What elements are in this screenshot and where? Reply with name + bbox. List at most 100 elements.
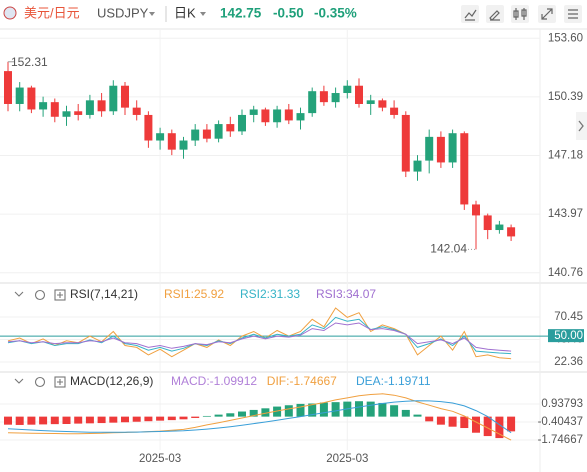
macd-bar [179, 416, 188, 420]
candle-body [331, 93, 340, 103]
candle-body [62, 111, 71, 117]
candle-body [132, 107, 141, 115]
candle-body [319, 91, 328, 103]
macd-bar [331, 402, 340, 417]
macd-bar [15, 416, 24, 425]
macd-bar [4, 416, 12, 425]
candle-body [39, 102, 48, 110]
y-tick-label: -0.40437 [538, 416, 583, 428]
macd-bar [74, 416, 83, 424]
rsi-line [7, 316, 512, 355]
macd-bar [50, 416, 59, 425]
candle-body [144, 114, 153, 141]
legend-entry: RSI1:25.92 [164, 287, 224, 301]
candle-body [460, 133, 469, 205]
macd-bar [507, 416, 516, 432]
price: 142.75 [220, 6, 262, 21]
macd-bar [214, 414, 223, 417]
settings-icon[interactable] [34, 376, 46, 388]
legend-entry: MACD:-1.09912 [171, 374, 257, 388]
candle-body [238, 114, 246, 132]
macd-bar [390, 405, 399, 417]
flag-icon [3, 6, 17, 20]
indicator-title: MACD(12,26,9) [70, 374, 153, 388]
candle-body [378, 100, 387, 108]
macd-bar [436, 416, 445, 425]
macd-bar [273, 406, 282, 417]
candle-body [156, 133, 165, 141]
macd-bar [202, 415, 211, 417]
candle-body [355, 85, 363, 104]
macd-bar [121, 416, 129, 423]
rsi-line [7, 322, 512, 352]
macd-bar [425, 416, 434, 422]
candle-body [507, 227, 516, 237]
symbol-name[interactable]: 美元/日元 [24, 5, 80, 20]
toolbar [461, 5, 582, 23]
candle-body [483, 215, 492, 231]
candle-body [436, 136, 445, 163]
y-tick-label: 22.36 [554, 356, 583, 368]
side-handle[interactable] [576, 112, 587, 140]
y-tick-label: 147.18 [548, 150, 583, 162]
candle-body [27, 87, 36, 110]
macd-line [7, 400, 512, 434]
candle-body [214, 124, 223, 139]
macd-bar [296, 403, 305, 417]
macd-bar [284, 405, 293, 417]
macd-bar [483, 416, 492, 437]
reference-label-box [548, 329, 584, 343]
candle-body [390, 107, 399, 115]
macd-bar [167, 416, 176, 421]
macd-bar [401, 409, 410, 417]
x-tick-label: 2025-03 [139, 453, 181, 465]
y-tick-label: 150.39 [548, 91, 583, 103]
candle-body [261, 109, 270, 123]
macd-bar [495, 416, 504, 439]
period[interactable]: 日K [174, 5, 196, 20]
symbol-code[interactable]: USDJPY [97, 5, 149, 20]
macd-bar [144, 416, 153, 422]
candle-body [366, 100, 375, 104]
y-tick-label: 140.76 [548, 267, 583, 279]
candle-body [85, 100, 94, 115]
macd-line [7, 393, 512, 441]
add-icon[interactable] [54, 376, 66, 388]
y-tick-label: 70.45 [554, 311, 583, 323]
y-tick-label: 0.93793 [541, 398, 583, 410]
side-arrow [578, 120, 584, 132]
macd-bar [191, 416, 200, 418]
macd-bar [378, 402, 387, 417]
candle-body [179, 140, 188, 150]
macd-bar [97, 416, 106, 424]
macd-bar [308, 403, 317, 417]
macd-bar [62, 416, 71, 425]
macd-bar [261, 408, 270, 417]
candle-body [273, 109, 282, 123]
macd-bar [249, 409, 258, 417]
candle-body [202, 129, 211, 139]
candle-body [249, 109, 258, 115]
candle-body [343, 85, 352, 94]
collapse-icon[interactable] [14, 378, 24, 384]
candle-body [15, 87, 24, 104]
add-icon[interactable] [54, 289, 66, 301]
candle-body [448, 133, 457, 163]
macd-bar [355, 401, 363, 417]
panel-icons [14, 289, 66, 388]
high-label: 152.31 [11, 55, 48, 69]
candle-body [495, 224, 504, 231]
dropdown-icon[interactable] [149, 12, 155, 16]
y-tick-label: 153.60 [548, 32, 583, 44]
settings-icon[interactable] [34, 289, 46, 301]
macd-bar [460, 416, 469, 429]
candle-body [97, 100, 106, 112]
candle-body [167, 133, 176, 150]
macd-bar [366, 401, 375, 417]
dropdown-icon[interactable] [200, 12, 206, 16]
candle-body [50, 102, 59, 117]
candle-body [74, 111, 83, 115]
macd-bar [27, 416, 36, 425]
candle-body [284, 109, 293, 121]
collapse-icon[interactable] [14, 291, 24, 297]
